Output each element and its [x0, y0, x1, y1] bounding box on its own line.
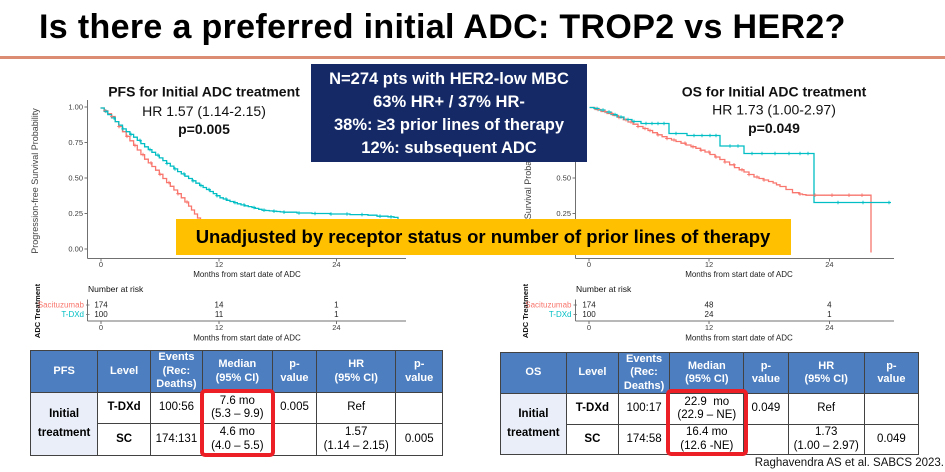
svg-text:Months from start date of ADC: Months from start date of ADC: [193, 270, 301, 279]
svg-text:p=0.049: p=0.049: [748, 120, 800, 136]
svg-text:12: 12: [705, 323, 713, 332]
svg-text:0: 0: [99, 260, 103, 269]
svg-text:24: 24: [825, 260, 833, 269]
svg-text:Survival Probability: Survival Probability: [523, 142, 533, 219]
svg-text:1: 1: [334, 310, 339, 319]
svg-text:12: 12: [215, 323, 223, 332]
svg-text:Number at risk: Number at risk: [88, 284, 144, 294]
svg-text:T-DXd: T-DXd: [61, 310, 84, 319]
svg-text:0.25: 0.25: [556, 209, 571, 218]
svg-text:48: 48: [705, 301, 714, 310]
svg-text:OS for Initial ADC treatment: OS for Initial ADC treatment: [682, 83, 867, 99]
svg-text:PFS for Initial ADC treatment: PFS for Initial ADC treatment: [108, 83, 300, 99]
svg-text:Sacituzumab: Sacituzumab: [38, 301, 85, 310]
svg-text:100: 100: [94, 310, 108, 319]
svg-text:11: 11: [215, 310, 224, 319]
svg-text:174: 174: [94, 301, 108, 310]
svg-text:ADC Treatment: ADC Treatment: [33, 283, 42, 338]
svg-text:24: 24: [332, 323, 340, 332]
svg-text:Months from start date of ADC: Months from start date of ADC: [193, 334, 301, 343]
svg-text:0.50: 0.50: [68, 174, 83, 183]
svg-text:100: 100: [582, 310, 596, 319]
svg-text:p=0.005: p=0.005: [178, 121, 230, 137]
svg-text:HR 1.73 (1.00-2.97): HR 1.73 (1.00-2.97): [712, 102, 836, 118]
svg-text:12: 12: [705, 260, 713, 269]
svg-text:Months from start date of ADC: Months from start date of ADC: [685, 334, 793, 343]
svg-text:0.75: 0.75: [68, 138, 83, 147]
svg-text:24: 24: [332, 260, 340, 269]
svg-text:14: 14: [215, 301, 224, 310]
svg-text:ADC Treatment: ADC Treatment: [521, 283, 530, 338]
svg-text:HR 1.57 (1.14-2.15): HR 1.57 (1.14-2.15): [142, 103, 266, 119]
svg-text:0: 0: [587, 323, 591, 332]
svg-text:12: 12: [215, 260, 223, 269]
svg-text:Sacituzumab: Sacituzumab: [525, 301, 572, 310]
svg-text:0.50: 0.50: [556, 174, 571, 183]
svg-text:174: 174: [582, 301, 596, 310]
svg-text:1: 1: [827, 310, 832, 319]
svg-text:4: 4: [827, 301, 832, 310]
svg-text:0.25: 0.25: [68, 209, 83, 218]
svg-text:Number at risk: Number at risk: [576, 284, 632, 294]
svg-text:0: 0: [587, 260, 591, 269]
svg-text:0.00: 0.00: [68, 245, 83, 254]
svg-text:1.00: 1.00: [68, 103, 83, 112]
svg-text:Months from start date of ADC: Months from start date of ADC: [685, 270, 793, 279]
svg-text:Progression-free Survival Prob: Progression-free Survival Probability: [30, 108, 40, 254]
svg-text:24: 24: [705, 310, 714, 319]
svg-text:1: 1: [334, 301, 339, 310]
svg-text:0: 0: [99, 323, 103, 332]
svg-text:24: 24: [825, 323, 833, 332]
svg-text:T-DXd: T-DXd: [549, 310, 572, 319]
